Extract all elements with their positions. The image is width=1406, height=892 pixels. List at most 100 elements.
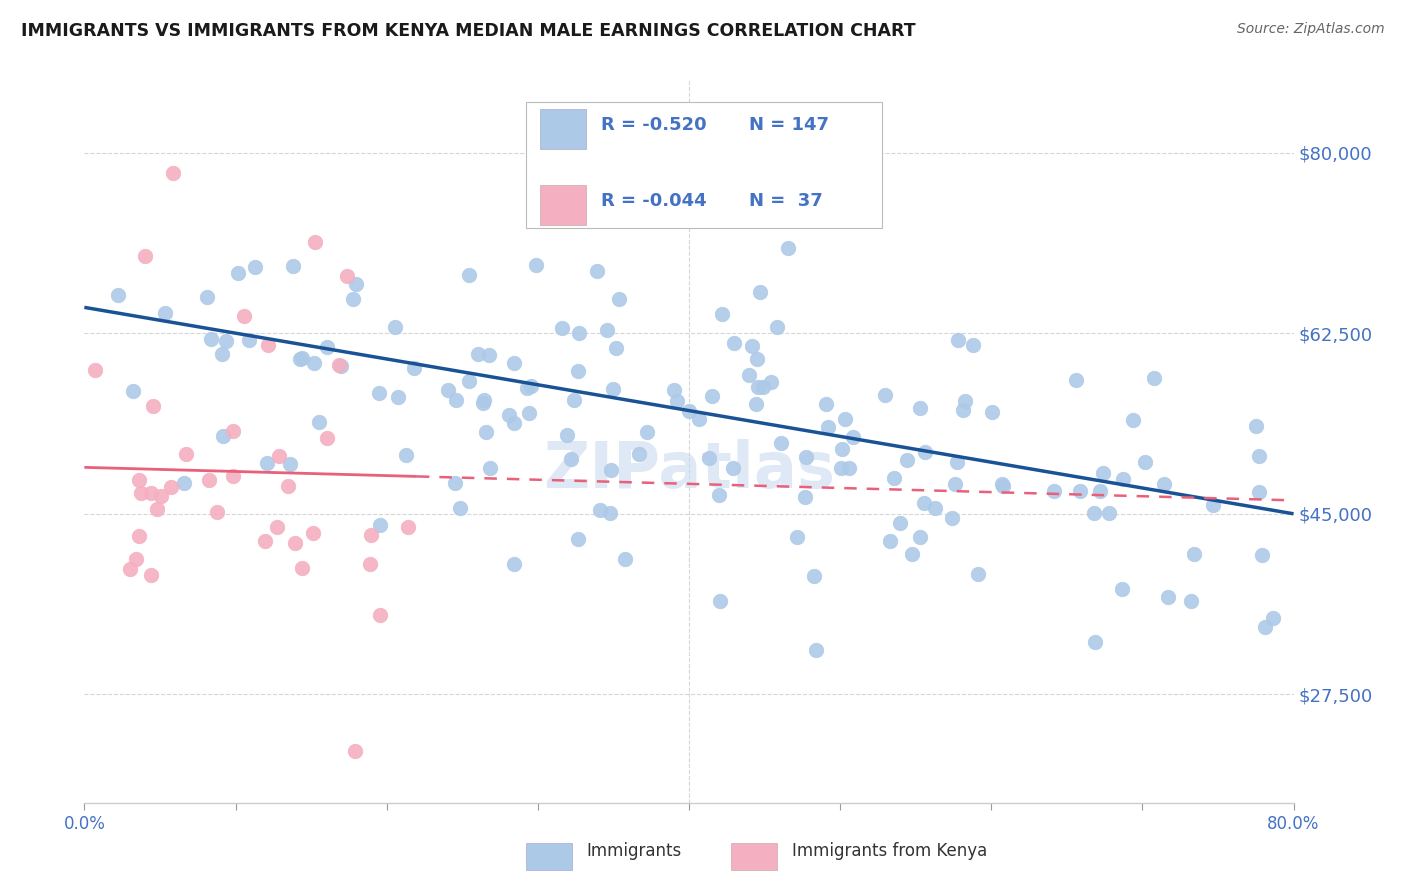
Point — [139, 486, 162, 500]
Point — [560, 452, 582, 467]
Point — [709, 594, 731, 608]
Point — [458, 375, 481, 389]
Point — [761, 375, 783, 389]
Point — [562, 392, 585, 407]
Point — [1153, 477, 1175, 491]
Point — [524, 258, 547, 272]
Point — [769, 435, 792, 450]
Text: R = -0.520: R = -0.520 — [600, 117, 706, 135]
Point — [830, 460, 852, 475]
Point — [328, 358, 350, 372]
Point — [955, 393, 977, 408]
Point — [368, 517, 391, 532]
Point — [664, 384, 686, 398]
Point — [1092, 466, 1115, 480]
Point — [738, 368, 761, 382]
Point — [502, 416, 524, 430]
Point — [266, 519, 288, 533]
Point — [238, 333, 260, 347]
Point — [474, 425, 496, 440]
Point — [1180, 594, 1202, 608]
Point — [302, 356, 325, 370]
Bar — [540, 109, 586, 149]
Point — [195, 290, 218, 304]
Point — [277, 478, 299, 492]
Point — [1112, 472, 1135, 486]
Point — [1250, 548, 1272, 562]
Point — [962, 337, 984, 351]
Point — [599, 463, 621, 477]
Point — [814, 397, 837, 411]
Text: ZIPatlas: ZIPatlas — [543, 440, 835, 501]
Point — [879, 534, 901, 549]
Point — [173, 475, 195, 490]
Point — [967, 567, 990, 582]
Point — [211, 347, 233, 361]
Point — [200, 332, 222, 346]
Point — [908, 401, 931, 415]
Point — [472, 396, 495, 410]
Point — [174, 447, 197, 461]
Text: IMMIGRANTS VS IMMIGRANTS FROM KENYA MEDIAN MALE EARNINGS CORRELATION CHART: IMMIGRANTS VS IMMIGRANTS FROM KENYA MEDI… — [21, 22, 915, 40]
Point — [139, 567, 162, 582]
Point — [198, 473, 221, 487]
Point — [146, 502, 169, 516]
Point — [479, 461, 502, 475]
Point — [291, 351, 314, 366]
Point — [128, 529, 150, 543]
Point — [472, 392, 495, 407]
Point — [628, 447, 651, 461]
Point — [589, 503, 612, 517]
Point — [993, 479, 1015, 493]
Point — [941, 510, 963, 524]
Point — [605, 341, 627, 355]
Text: Immigrants: Immigrants — [586, 842, 682, 860]
Point — [1182, 547, 1205, 561]
Point — [567, 364, 589, 378]
Point — [614, 552, 637, 566]
Point — [747, 379, 769, 393]
Point — [912, 496, 935, 510]
Point — [120, 562, 142, 576]
Point — [900, 547, 922, 561]
Point — [914, 444, 936, 458]
Point — [602, 382, 624, 396]
Point — [745, 397, 768, 411]
Point — [1069, 483, 1091, 498]
Point — [243, 260, 266, 274]
Point — [205, 505, 228, 519]
Point — [284, 536, 307, 550]
Point — [367, 385, 389, 400]
Point — [636, 425, 658, 439]
Point — [555, 427, 578, 442]
Point — [343, 744, 366, 758]
Point — [710, 308, 733, 322]
Point — [748, 285, 770, 299]
Point — [1244, 418, 1267, 433]
Point — [134, 249, 156, 263]
Point — [467, 347, 489, 361]
Point — [359, 557, 381, 571]
Point — [568, 326, 591, 340]
Point — [741, 338, 763, 352]
Text: N =  37: N = 37 — [749, 193, 823, 211]
Point — [1202, 499, 1225, 513]
Point — [700, 389, 723, 403]
Point — [806, 643, 828, 657]
Point — [222, 468, 245, 483]
Point — [444, 475, 467, 490]
Point — [457, 268, 479, 282]
Point — [838, 461, 860, 475]
Point — [267, 449, 290, 463]
Bar — [540, 185, 586, 225]
Text: Source: ZipAtlas.com: Source: ZipAtlas.com — [1237, 22, 1385, 37]
Point — [1143, 371, 1166, 385]
Point — [1042, 483, 1064, 498]
Point — [607, 292, 630, 306]
Point — [786, 530, 808, 544]
Point — [751, 380, 773, 394]
Point — [831, 442, 853, 457]
Point — [449, 501, 471, 516]
Point — [721, 461, 744, 475]
Text: N = 147: N = 147 — [749, 117, 830, 135]
